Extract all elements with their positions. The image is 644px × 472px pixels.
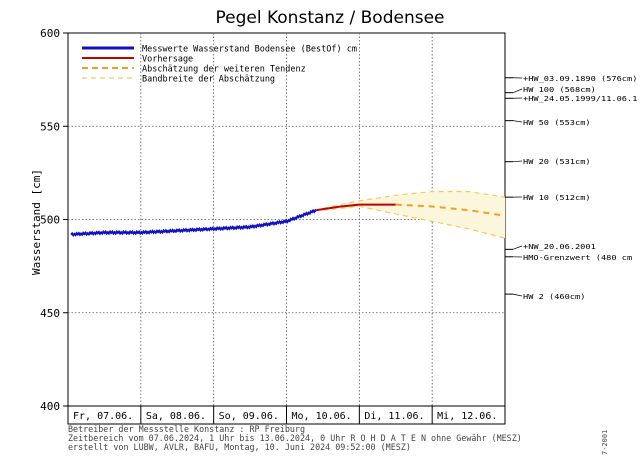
footer-time-range: Zeitbereich vom 07.06.2024, 1 Uhr bis 13… <box>68 433 522 443</box>
day-label-3: Mo, 10.06. <box>292 411 352 422</box>
band-upper-line <box>322 190 506 209</box>
ref-label-5: HW 10 (512cm) <box>523 194 591 202</box>
legend-label-2: Abschätzung der weiteren Tendenz <box>142 65 306 75</box>
series-forecast <box>316 203 396 212</box>
plot-frame <box>67 32 506 425</box>
side-code: 7-2001 <box>601 429 609 455</box>
chart-title: Pegel Konstanz / Bodensee <box>216 8 445 28</box>
ref-label-6: +NW_20.06.2001 <box>523 243 596 251</box>
ref-label-2: +HW_24.05.1999/11.06.1 <box>523 95 637 103</box>
day-label-4: Di, 11.06. <box>364 411 424 422</box>
ref-leader-6 <box>512 245 523 250</box>
footer-operator: Betreiber der Messstelle Konstanz : RP F… <box>68 424 305 434</box>
y-tick-label-400: 400 <box>40 400 60 413</box>
y-axis-label: Wasserstand [cm] <box>30 169 43 275</box>
ref-label-8: HW 2 (460cm) <box>523 293 585 301</box>
y-tick-label-450: 450 <box>40 307 60 320</box>
day-label-0: Fr, 07.06. <box>73 411 133 422</box>
ref-leader-3 <box>512 120 523 123</box>
series-tendency <box>395 203 506 217</box>
legend-label-1: Vorhersage <box>142 55 193 65</box>
day-label-1: Sa, 08.06. <box>146 411 206 422</box>
day-label-5: Mi, 12.06. <box>437 411 497 422</box>
ref-leader-4 <box>512 160 523 163</box>
ref-label-3: HW 50 (553cm) <box>523 119 591 127</box>
day-label-2: So, 09.06. <box>219 411 279 422</box>
legend-label-3: Bandbreite der Abschätzung <box>142 75 275 85</box>
band-lower-line <box>322 205 506 239</box>
series-measured <box>70 208 318 237</box>
chart-footer: Betreiber der Messstelle Konstanz : RP F… <box>68 425 608 452</box>
y-tick-label-500: 500 <box>40 214 60 227</box>
footer-created: erstellt von LUBW, AVLR, BAFU, Montag, 1… <box>68 442 411 452</box>
y-tick-label-600: 600 <box>40 27 60 40</box>
ref-label-1: HW 100 (568cm) <box>523 86 596 94</box>
ref-leader-1 <box>512 88 523 94</box>
ref-label-7: HMO-Grenzwert (480 cm <box>523 254 632 262</box>
legend-label-0: Messwerte Wasserstand Bodensee (BestOf) … <box>142 45 357 55</box>
ref-label-4: HW 20 (531cm) <box>523 158 591 166</box>
ref-leader-8 <box>512 293 523 297</box>
ref-label-0: +HW_03.09.1890 (576cm) <box>523 75 637 83</box>
y-tick-label-550: 550 <box>40 120 60 133</box>
